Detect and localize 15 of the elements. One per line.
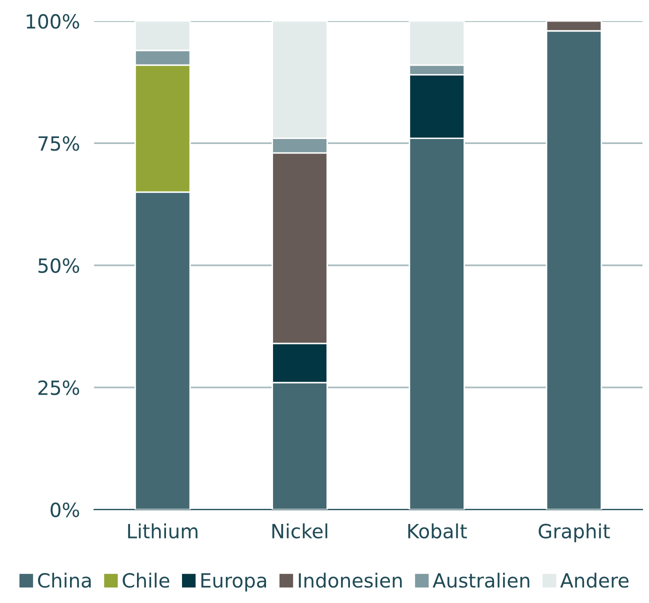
x-tick-label: Graphit (538, 523, 610, 542)
y-tick-label: 75% (38, 136, 80, 151)
x-tick-label: Nickel (272, 523, 328, 538)
y-tick-label: 100% (26, 14, 80, 29)
y-tick-label: 25% (38, 380, 80, 396)
legend-label: Europa (201, 573, 266, 592)
x-tick-label: Lithium (128, 523, 198, 538)
legend-label: Chile (122, 572, 170, 588)
y-tick-label: 50% (38, 258, 80, 273)
legend-label: Indonesien (298, 572, 402, 588)
legend-label: Andere (560, 572, 629, 588)
legend-label: China (38, 572, 91, 588)
legend-label: Australien (432, 572, 530, 588)
x-tick-label: Kobalt (408, 523, 467, 538)
y-tick-label: 0% (50, 502, 80, 518)
